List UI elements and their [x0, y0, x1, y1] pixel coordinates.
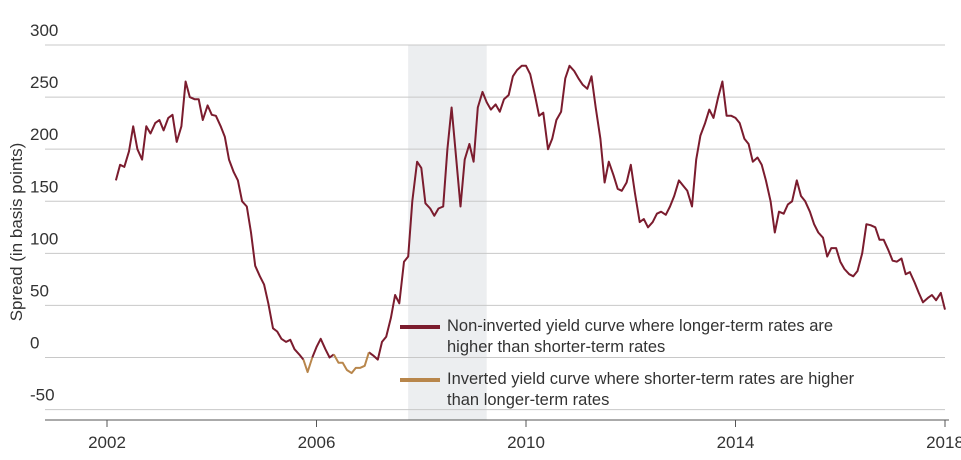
- y-tick-label: 0: [30, 334, 39, 353]
- legend-label: Inverted yield curve where shorter-term …: [447, 370, 855, 409]
- x-tick-label: 2014: [717, 433, 755, 452]
- y-tick-label: 300: [30, 21, 58, 40]
- y-tick-label: 200: [30, 125, 58, 144]
- x-tick-label: 2006: [298, 433, 336, 452]
- shaded-period: [408, 45, 487, 420]
- y-tick-label: 250: [30, 73, 58, 92]
- y-tick-label: 150: [30, 177, 58, 196]
- x-tick-label: 2010: [507, 433, 545, 452]
- y-tick-label: 50: [30, 281, 49, 300]
- y-tick-label: 100: [30, 229, 58, 248]
- series-line: [302, 352, 370, 375]
- x-tick-label: 2018: [926, 433, 961, 452]
- series-line: [114, 64, 946, 361]
- legend-label: Non-inverted yield curve where longer-te…: [447, 317, 834, 356]
- y-axis-label: Spread (in basis points): [7, 143, 26, 322]
- y-tick-label: -50: [30, 386, 55, 405]
- x-tick-label: 2002: [88, 433, 126, 452]
